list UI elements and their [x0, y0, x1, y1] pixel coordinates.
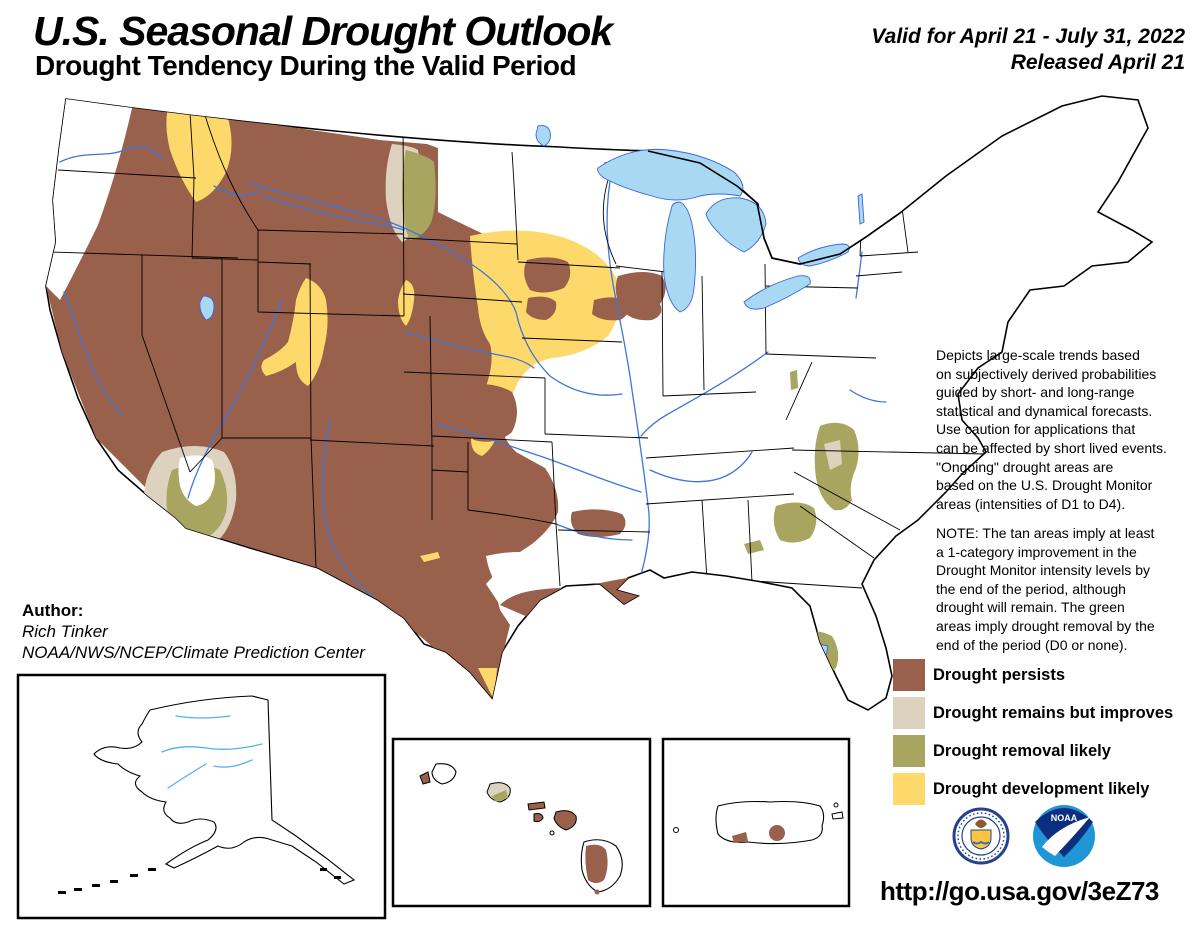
- legend-label-improves: Drought remains but improves: [933, 703, 1174, 722]
- page-subtitle: Drought Tendency During the Valid Period: [35, 50, 577, 81]
- legend-swatch-persists: [893, 659, 925, 691]
- noaa-logo-icon: NOAA: [1033, 805, 1095, 867]
- description-paragraph: Depicts large-scale trends based on subj…: [936, 347, 1167, 512]
- vieques-island: [831, 811, 844, 820]
- author-label: Author:: [22, 601, 84, 620]
- pnw-no-drought-area: [46, 99, 133, 300]
- east-texas-no-drought-area: [486, 552, 556, 599]
- state-borders: [49, 111, 987, 589]
- lake-of-the-woods: [535, 125, 551, 147]
- great-salt-lake: [199, 295, 215, 321]
- drought-persists-regions: [46, 99, 559, 698]
- puerto-rico-inset: [661, 737, 851, 908]
- legend-row-development: Drought development likely: [893, 770, 1173, 808]
- mona-island: [673, 827, 679, 833]
- niihau: [419, 771, 431, 785]
- author-name: Rich Tinker: [22, 622, 108, 641]
- lake-huron: [705, 197, 767, 253]
- arizona-improvement-area: [143, 446, 237, 548]
- legend-label-development: Drought development likely: [933, 779, 1150, 798]
- noaa-logo-text: NOAA: [1051, 813, 1078, 823]
- oahu-removal-area: [492, 790, 508, 802]
- lake-champlain: [857, 193, 865, 225]
- lanai: [533, 813, 544, 823]
- legend-swatch-removal: [893, 735, 925, 767]
- legend-row-improves: Drought remains but improves: [893, 694, 1173, 732]
- alaska-inset: [16, 673, 387, 920]
- culebra-island: [833, 802, 839, 808]
- maui: [553, 810, 577, 831]
- commerce-seal-icon: [952, 807, 1010, 865]
- alaska-outline: [93, 695, 356, 885]
- puerto-rico-outline: [715, 800, 825, 845]
- author-block: Author: Rich Tinker NOAA/NWS/NCEP/Climat…: [22, 600, 365, 663]
- lake-superior: [597, 148, 744, 201]
- molokai: [527, 801, 546, 811]
- pr-drought-spot-east: [769, 825, 785, 841]
- kahoolawe: [549, 830, 555, 836]
- valid-period: Valid for April 21 - July 31, 2022 Relea…: [871, 25, 1185, 74]
- info-url: http://go.usa.gov/3eZ73: [880, 876, 1159, 906]
- note-paragraph: NOTE: The tan areas imply at least a 1-c…: [936, 525, 1155, 653]
- author-org: NOAA/NWS/NCEP/Climate Prediction Center: [22, 643, 365, 662]
- lake-michigan: [663, 201, 697, 313]
- alaska-rivers: [161, 715, 263, 789]
- legend: Drought persists Drought remains but imp…: [893, 656, 1173, 808]
- lake-okeechobee: [815, 643, 829, 657]
- legend-label-persists: Drought persists: [933, 665, 1066, 684]
- legend-label-removal: Drought removal likely: [933, 741, 1111, 760]
- hawaii-inset: [391, 737, 652, 908]
- lake-erie: [743, 275, 811, 310]
- legend-swatch-development: [893, 773, 925, 805]
- big-island-south-spot: [594, 889, 600, 895]
- aleutian-islands: [58, 868, 341, 894]
- conus-map: [45, 95, 1154, 711]
- legend-row-persists: Drought persists: [893, 656, 1173, 694]
- big-island-drought-area: [585, 844, 608, 883]
- canada-border-line: [647, 150, 901, 265]
- great-lakes: [199, 125, 865, 321]
- page-title: U.S. Seasonal Drought Outlook: [33, 8, 613, 54]
- kauai-outline: [431, 763, 457, 785]
- legend-row-removal: Drought removal likely: [893, 732, 1173, 770]
- legend-swatch-improves: [893, 697, 925, 729]
- pr-drought-spot-west: [732, 832, 748, 843]
